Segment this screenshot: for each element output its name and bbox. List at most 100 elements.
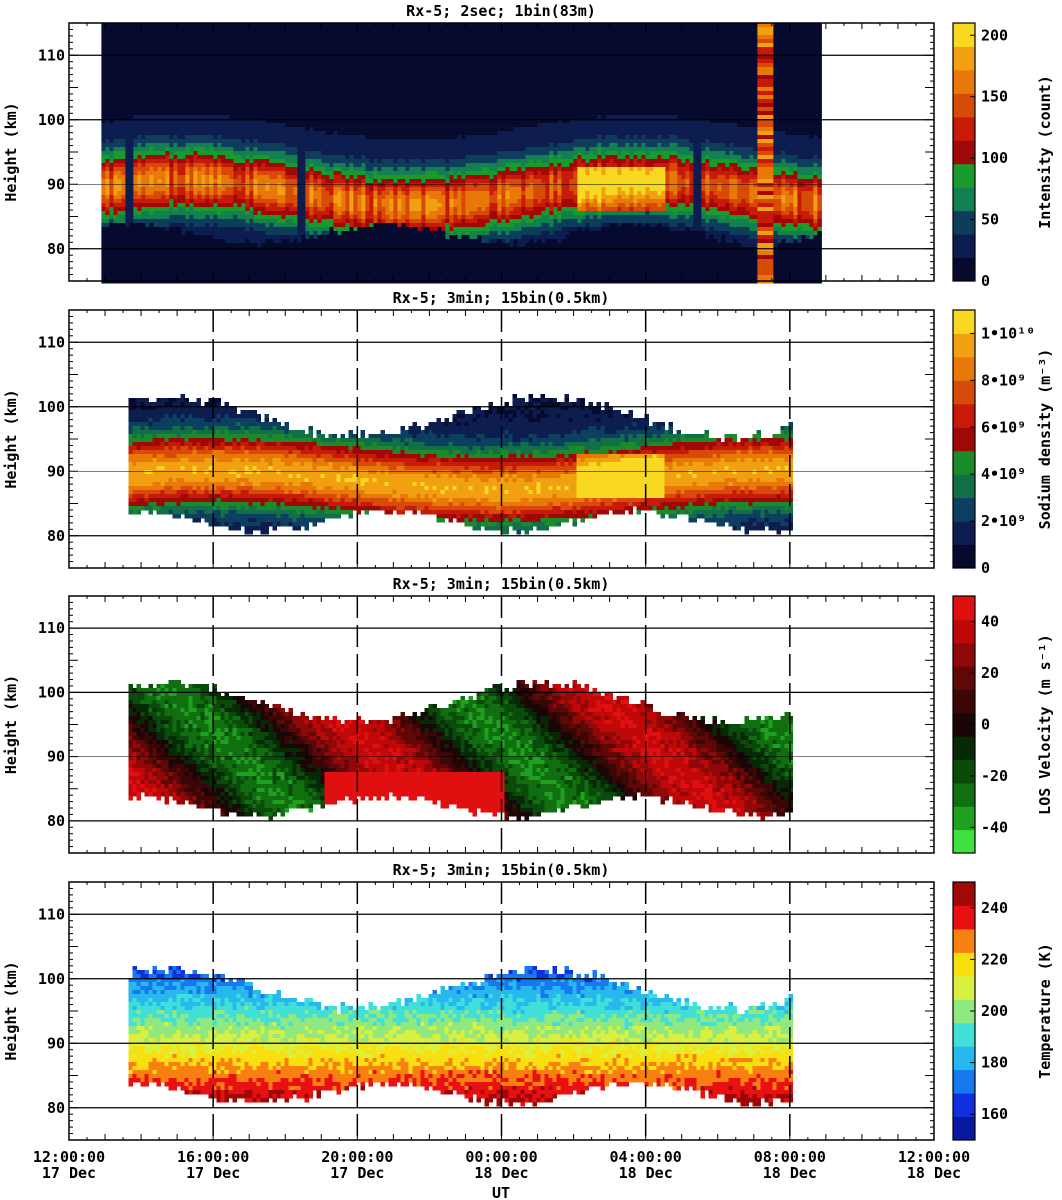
- heatmap-cell: [341, 199, 346, 204]
- heatmap-cell: [157, 211, 162, 216]
- heatmap-cell: [137, 83, 142, 88]
- heatmap-cell: [189, 243, 194, 248]
- heatmap-cell: [261, 207, 266, 212]
- heatmap-cell: [333, 111, 338, 116]
- heatmap-cell: [197, 167, 202, 172]
- heatmap-cell: [373, 159, 378, 164]
- heatmap-cell: [377, 83, 382, 88]
- heatmap-cell: [173, 107, 178, 112]
- heatmap-cell: [217, 79, 222, 84]
- heatmap-cell: [105, 35, 110, 40]
- heatmap-cell: [273, 199, 278, 204]
- heatmap-cell: [189, 163, 194, 168]
- heatmap-cell: [169, 151, 174, 156]
- heatmap-cell: [365, 47, 370, 52]
- heatmap-cell: [245, 47, 250, 52]
- heatmap-cell: [325, 127, 330, 132]
- heatmap-cell: [297, 31, 302, 36]
- heatmap-cell: [129, 123, 134, 128]
- heatmap-cell: [345, 155, 350, 160]
- heatmap-cell: [177, 95, 182, 100]
- heatmap-cell: [297, 155, 302, 160]
- heatmap-cell: [221, 243, 226, 248]
- heatmap-cell: [381, 163, 386, 168]
- heatmap-cell: [237, 139, 242, 144]
- heatmap-cell: [353, 195, 358, 200]
- heatmap-cell: [305, 87, 310, 92]
- heatmap-cell: [313, 107, 318, 112]
- heatmap-cell: [265, 191, 270, 196]
- heatmap-cell: [261, 63, 266, 68]
- heatmap-cell: [177, 243, 182, 248]
- heatmap-cell: [109, 99, 114, 104]
- heatmap-cell: [125, 251, 129, 256]
- heatmap-cell: [369, 183, 374, 188]
- heatmap-cell: [105, 183, 110, 188]
- heatmap-cell: [285, 231, 290, 236]
- heatmap-cell: [225, 27, 230, 32]
- heatmap-cell: [145, 275, 150, 280]
- heatmap-cell: [253, 207, 258, 212]
- heatmap-cell: [129, 43, 134, 48]
- heatmap-cell: [197, 115, 202, 120]
- heatmap-cell: [129, 35, 134, 40]
- heatmap-cell: [361, 131, 366, 136]
- heatmap-cell: [217, 83, 222, 88]
- heatmap-cell: [245, 71, 250, 76]
- heatmap-cell: [257, 183, 262, 188]
- heatmap-cell: [401, 127, 406, 132]
- heatmap-cell: [173, 199, 178, 204]
- heatmap-cell: [125, 163, 129, 168]
- heatmap-cell: [381, 127, 386, 132]
- heatmap-cell: [309, 191, 314, 196]
- heatmap-cell: [201, 223, 206, 228]
- heatmap-cell: [113, 259, 118, 264]
- heatmap-cell: [285, 67, 290, 72]
- heatmap-cell: [337, 171, 342, 176]
- heatmap-cell: [237, 199, 242, 204]
- heatmap-cell: [197, 275, 202, 280]
- heatmap-cell: [261, 263, 266, 268]
- heatmap-cell: [125, 47, 129, 52]
- heatmap-cell: [169, 103, 174, 108]
- heatmap-cell: [233, 107, 238, 112]
- heatmap-cell: [309, 43, 314, 48]
- heatmap-cell: [253, 115, 258, 120]
- heatmap-cell: [113, 263, 118, 268]
- heatmap-cell: [289, 123, 294, 128]
- heatmap-cell: [233, 191, 238, 196]
- heatmap-cell: [169, 95, 174, 100]
- heatmap-cell: [373, 195, 378, 200]
- heatmap-cell: [397, 219, 402, 224]
- heatmap-cell: [309, 95, 314, 100]
- heatmap-cell: [397, 35, 402, 40]
- heatmap-cell: [141, 203, 146, 208]
- heatmap-cell: [361, 59, 366, 64]
- heatmap-cell: [253, 103, 258, 108]
- heatmap-cell: [153, 211, 158, 216]
- heatmap-cell: [393, 27, 398, 32]
- heatmap-cell: [189, 79, 194, 84]
- heatmap-cell: [185, 271, 190, 276]
- heatmap-cell: [277, 159, 282, 164]
- heatmap-cell: [385, 175, 390, 180]
- heatmap-cell: [309, 139, 314, 144]
- heatmap-cell: [101, 195, 106, 200]
- heatmap-cell: [321, 183, 326, 188]
- heatmap-cell: [345, 91, 350, 96]
- heatmap-cell: [269, 207, 274, 212]
- heatmap-cell: [273, 251, 278, 256]
- heatmap-cell: [281, 183, 286, 188]
- heatmap-cell: [117, 147, 122, 152]
- heatmap-cell: [393, 275, 398, 280]
- heatmap-cell: [333, 171, 338, 176]
- heatmap-cell: [249, 127, 254, 132]
- heatmap-cell: [357, 147, 362, 152]
- heatmap-cell: [109, 219, 114, 224]
- heatmap-cell: [273, 63, 278, 68]
- heatmap-cell: [165, 95, 170, 100]
- heatmap-cell: [325, 159, 330, 164]
- heatmap-cell: [169, 203, 174, 208]
- heatmap-cell: [381, 215, 386, 220]
- heatmap-cell: [349, 143, 354, 148]
